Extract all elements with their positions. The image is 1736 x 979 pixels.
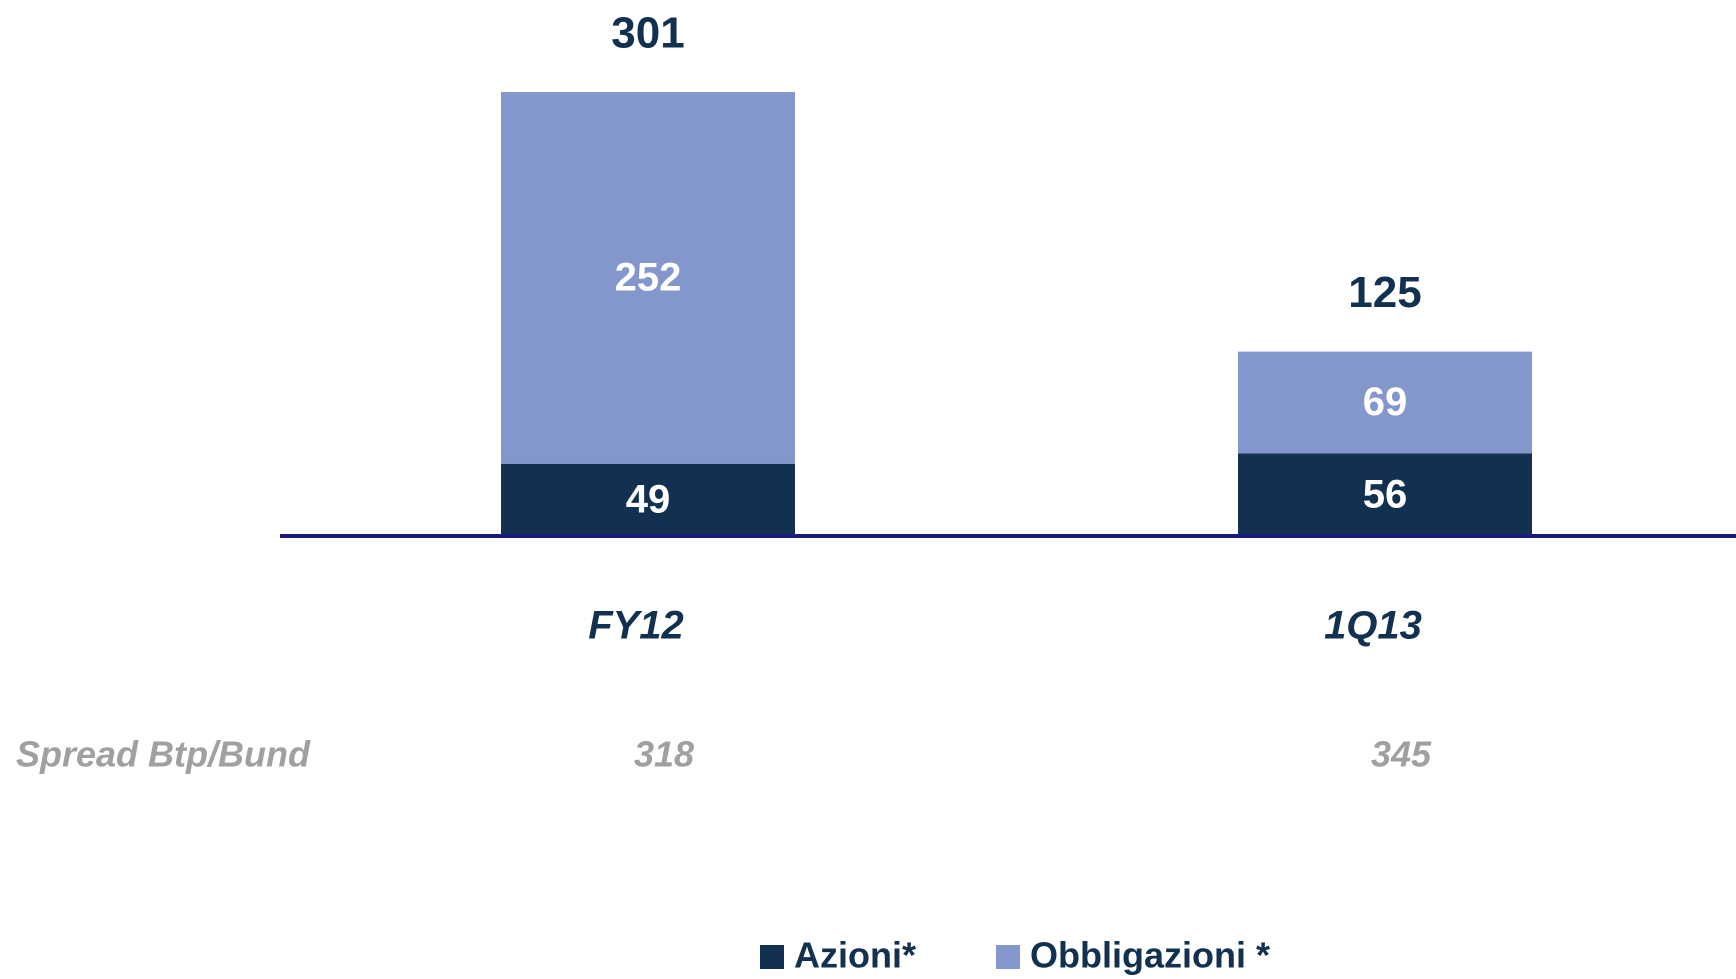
segment-label: 56	[1363, 472, 1408, 516]
legend-swatch	[760, 945, 784, 969]
spread-label: Spread Btp/Bund	[16, 734, 311, 775]
legend-swatch	[996, 945, 1020, 969]
bar-segment	[1238, 351, 1532, 454]
total-label: 125	[1348, 268, 1421, 317]
segment-label: 69	[1363, 380, 1408, 424]
segment-label: 49	[626, 477, 671, 521]
segment-label: 252	[615, 255, 682, 299]
bar-segment	[501, 92, 795, 464]
legend-label: Obbligazioni *	[1030, 935, 1270, 976]
category-label: 1Q13	[1324, 604, 1422, 648]
bar-segment	[501, 463, 795, 536]
spread-value: 345	[1371, 734, 1432, 775]
spread-value: 318	[634, 734, 694, 775]
category-label: FY12	[588, 604, 684, 648]
legend-label: Azioni*	[794, 935, 916, 976]
total-label: 301	[611, 9, 684, 58]
bar-segment	[1238, 453, 1532, 536]
